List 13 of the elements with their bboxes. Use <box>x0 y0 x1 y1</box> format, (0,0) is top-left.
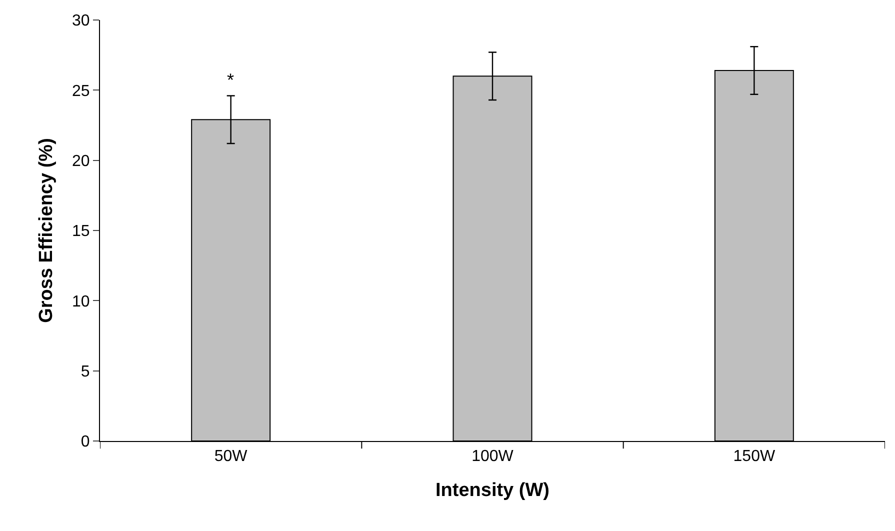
y-tick-label: 10 <box>72 293 90 310</box>
y-tick-label: 30 <box>72 12 90 30</box>
y-tick-label: 25 <box>72 82 90 100</box>
x-tick-label: 50W <box>214 448 248 466</box>
x-axis-title: Intensity (W) <box>436 480 550 501</box>
y-tick-label: 20 <box>72 152 90 170</box>
y-tick-label: 0 <box>80 434 90 451</box>
y-tick-label: 15 <box>72 223 90 240</box>
annotation: * <box>227 70 234 90</box>
y-axis-title: Gross Efficiency (%) <box>36 138 57 323</box>
y-tick-label: 5 <box>80 363 90 380</box>
x-tick-label: 100W <box>472 448 514 466</box>
x-tick-label: 150W <box>733 448 776 466</box>
